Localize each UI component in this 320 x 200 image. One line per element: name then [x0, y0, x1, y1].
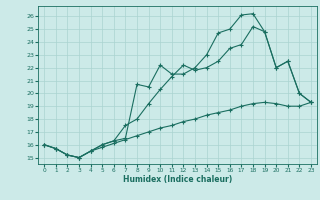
X-axis label: Humidex (Indice chaleur): Humidex (Indice chaleur)	[123, 175, 232, 184]
